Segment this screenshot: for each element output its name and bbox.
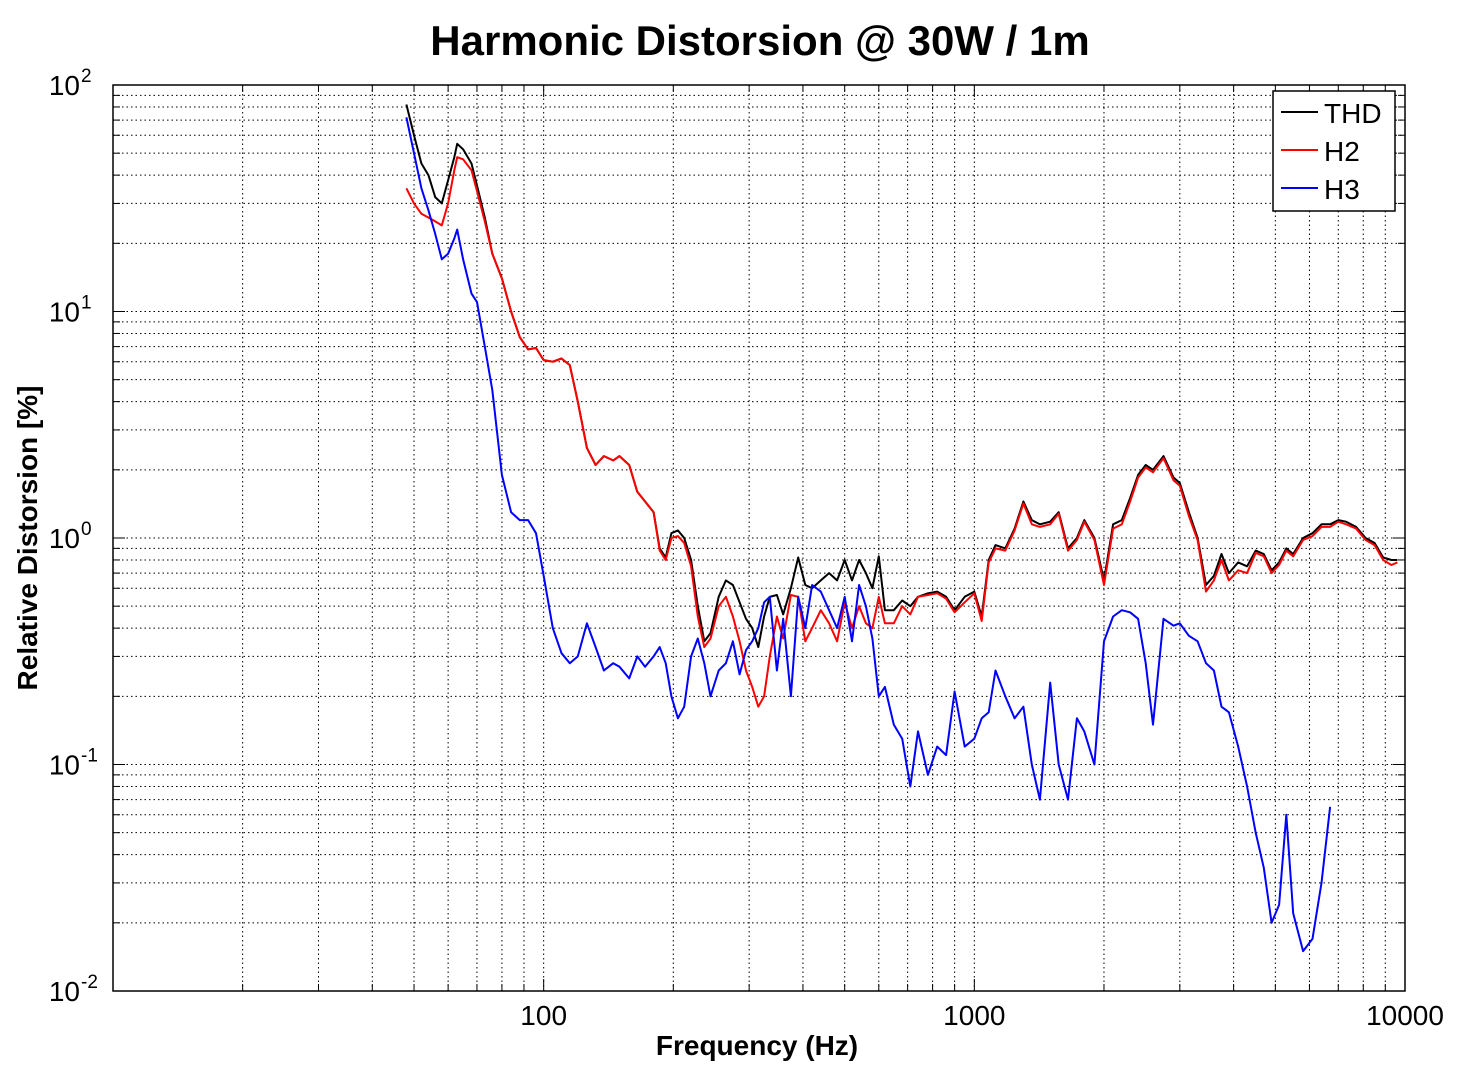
y-tick-label: 10 <box>49 976 80 1007</box>
y-tick-label: 10 <box>49 523 80 554</box>
legend-label-h3: H3 <box>1324 174 1360 205</box>
y-tick-exponent: -2 <box>81 972 98 993</box>
chart-title: Harmonic Distorsion @ 30W / 1m <box>430 17 1089 64</box>
y-tick-label: 10 <box>49 297 80 328</box>
y-tick-exponent: 0 <box>81 519 92 540</box>
series-line-h2 <box>405 156 1398 708</box>
grid <box>113 85 1405 991</box>
series-line-h3 <box>405 117 1332 953</box>
y-tick-exponent: 1 <box>81 293 92 314</box>
y-tick-label: 10 <box>49 70 80 101</box>
legend-label-h2: H2 <box>1324 136 1360 167</box>
y-tick-exponent: 2 <box>81 66 92 87</box>
x-tick-label: 1000 <box>943 1000 1005 1031</box>
x-tick-label: 10000 <box>1366 1000 1444 1031</box>
y-axis-label: Relative Distorsion [%] <box>12 386 43 691</box>
y-tick-label: 10 <box>49 750 80 781</box>
y-tick-exponent: -1 <box>81 746 98 767</box>
series-lines <box>405 104 1398 953</box>
legend: THD H2 H3 <box>1272 90 1396 212</box>
legend-label-thd: THD <box>1324 98 1382 129</box>
x-tick-label: 100 <box>520 1000 567 1031</box>
x-axis-label: Frequency (Hz) <box>656 1030 858 1061</box>
